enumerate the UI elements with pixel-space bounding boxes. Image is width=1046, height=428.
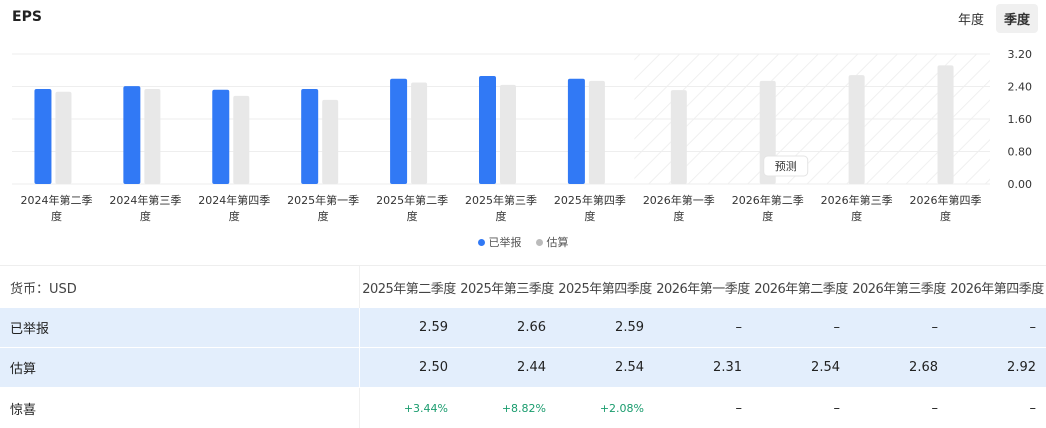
estimate-dot-icon: [535, 238, 543, 246]
x-tick-label: 2024年第二季: [20, 193, 92, 207]
x-tick-label: 度: [140, 209, 151, 223]
column-header: 2025年第三季度: [460, 281, 554, 297]
x-tick-label: 2024年第三季: [109, 193, 181, 207]
x-tick-label: 度: [318, 209, 329, 223]
table-cell: 2.66: [517, 320, 546, 335]
bar-estimate: [937, 65, 954, 184]
x-tick-label: 度: [229, 209, 240, 223]
column-header: 2026年第三季度: [852, 281, 946, 297]
table-cell: –: [833, 400, 841, 416]
legend-label: 已举报: [488, 236, 522, 249]
bar-reported: [479, 75, 496, 184]
x-tick-label: 度: [673, 209, 684, 223]
reported-dot-icon: [477, 238, 485, 246]
column-header: 2026年第二季度: [754, 281, 848, 297]
table-cell: 2.54: [615, 360, 644, 375]
bar-estimate: [55, 91, 72, 184]
legend-estimate[interactable]: 估算: [535, 234, 569, 250]
x-tick-label: 2026年第二季: [732, 193, 804, 207]
currency-label: 货币：USD: [0, 266, 360, 308]
bar-reported: [567, 78, 585, 184]
bar-estimate: [588, 80, 605, 184]
table-cell: –: [1029, 400, 1037, 416]
forecast-badge: [763, 155, 809, 177]
x-tick-label: 度: [851, 209, 862, 223]
table-cell: 2.44: [517, 360, 546, 375]
y-tick-label: 1.60: [1008, 113, 1033, 126]
x-tick-label: 度: [762, 209, 773, 223]
table-cell: –: [735, 400, 743, 416]
y-tick-label: 3.20: [1008, 48, 1033, 61]
x-tick-label: 度: [496, 209, 507, 223]
bar-reported: [390, 78, 408, 184]
x-tick-label: 2026年第三季: [821, 193, 893, 207]
bar-estimate: [144, 88, 161, 184]
column-header: 2026年第四季度: [950, 281, 1044, 297]
x-tick-label: 度: [51, 209, 62, 223]
bar-estimate: [670, 90, 687, 184]
table-cell: –: [833, 320, 841, 335]
x-tick-label: 度: [584, 209, 595, 223]
y-tick-label: 0.00: [1008, 178, 1033, 191]
x-tick-label: 2025年第四季: [554, 193, 626, 207]
column-header: 2025年第二季度: [362, 281, 456, 297]
table-cell: 2.59: [615, 320, 644, 335]
x-tick-label: 2025年第一季: [287, 193, 359, 207]
legend-label: 估算: [546, 236, 569, 249]
x-tick-label: 2025年第二季: [376, 193, 448, 207]
row-label: 惊喜: [0, 388, 360, 428]
forecast-label: 预测: [775, 160, 797, 173]
column-header: 2025年第四季度: [558, 281, 652, 297]
table-header: 货币：USD 2025年第二季度 2025年第三季度 2025年第四季度 202…: [0, 266, 1046, 308]
row-label: 估算: [0, 348, 360, 387]
table-cell: 2.54: [811, 360, 840, 375]
bar-reported: [123, 86, 141, 184]
bar-estimate: [233, 95, 250, 184]
table-cell: –: [1029, 320, 1037, 335]
period-toggle: 年度 季度: [950, 4, 1038, 33]
bar-estimate: [411, 82, 428, 184]
table-cell: +2.08%: [599, 401, 644, 415]
chart-title: EPS: [12, 9, 42, 25]
bar-reported: [34, 88, 52, 184]
x-tick-label: 2024年第四季: [198, 193, 270, 207]
table-row-reported: 已举报 2.59 2.66 2.59 – – – –: [0, 308, 1046, 348]
table-cell: 2.59: [419, 320, 448, 335]
quarterly-tab[interactable]: 季度: [995, 4, 1038, 33]
table-cell: +3.44%: [403, 401, 448, 415]
table-row-estimate: 估算 2.50 2.44 2.54 2.31 2.54 2.68 2.92: [0, 348, 1046, 388]
table-cell: –: [931, 320, 939, 335]
bar-reported: [212, 89, 230, 184]
table-cell: –: [735, 320, 743, 335]
x-tick-label: 2026年第四季: [910, 193, 982, 207]
annual-tab[interactable]: 年度: [957, 13, 984, 28]
bar-reported: [301, 88, 319, 184]
table-cell: 2.68: [909, 360, 938, 375]
row-label: 已举报: [0, 308, 360, 347]
table-cell: 2.92: [1007, 360, 1036, 375]
y-tick-label: 2.40: [1008, 81, 1033, 94]
column-header: 2026年第一季度: [656, 281, 750, 297]
x-tick-label: 2025年第三季: [465, 193, 537, 207]
table-cell: +8.82%: [501, 401, 546, 415]
bar-estimate: [500, 84, 516, 184]
y-tick-label: 0.80: [1008, 146, 1033, 159]
legend-reported[interactable]: 已举报: [477, 234, 522, 250]
table-cell: –: [931, 400, 939, 416]
x-tick-label: 2026年第一季: [643, 193, 715, 207]
x-tick-label: 度: [940, 209, 951, 223]
eps-table: 货币：USD 2025年第二季度 2025年第三季度 2025年第四季度 202…: [0, 265, 1046, 428]
table-cell: 2.31: [713, 360, 742, 375]
table-row-surprise: 惊喜 +3.44% +8.82% +2.08% – – – –: [0, 388, 1046, 428]
bar-estimate: [848, 75, 865, 184]
eps-chart: 0.000.801.602.403.202024年第二季度2024年第三季度20…: [12, 48, 1033, 223]
x-tick-label: 度: [407, 209, 418, 223]
bar-estimate: [322, 99, 339, 184]
legend: 已举报 估算: [0, 234, 1046, 250]
table-cell: 2.50: [419, 360, 448, 375]
